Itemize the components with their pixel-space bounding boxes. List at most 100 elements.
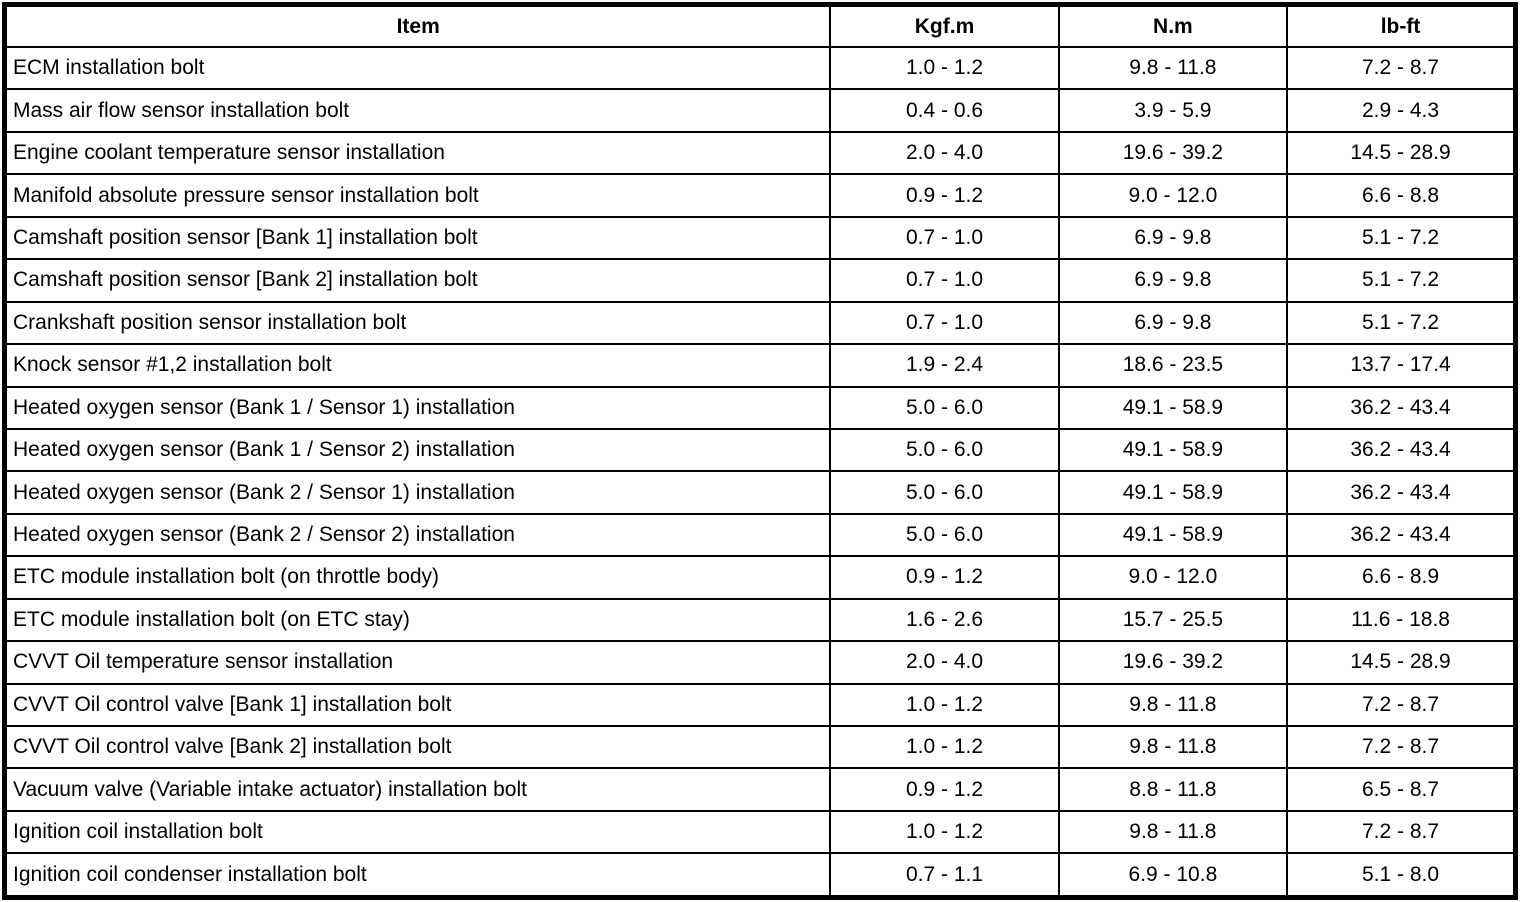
nm-cell: 9.8 - 11.8 xyxy=(1057,45,1289,91)
item-cell: ECM installation bolt xyxy=(3,45,832,91)
lbft-cell: 7.2 - 8.7 xyxy=(1286,809,1517,855)
column-header-kgfm: Kgf.m xyxy=(829,3,1060,48)
table-row: Engine coolant temperature sensor instal… xyxy=(3,130,1517,176)
table-row: CVVT Oil temperature sensor installation… xyxy=(3,640,1517,685)
table-row: Mass air flow sensor installation bolt 0.… xyxy=(3,88,1517,133)
item-cell: Camshaft position sensor [Bank 2] instal… xyxy=(3,258,832,303)
lbft-cell: 13.7 - 17.4 xyxy=(1286,343,1517,388)
lbft-cell: 6.6 - 8.9 xyxy=(1286,555,1517,600)
nm-cell: 9.0 - 12.0 xyxy=(1057,173,1289,218)
nm-cell: 19.6 - 39.2 xyxy=(1057,640,1289,685)
nm-cell: 49.1 - 58.9 xyxy=(1057,470,1289,515)
kgfm-cell: 1.9 - 2.4 xyxy=(829,343,1060,388)
nm-cell: 49.1 - 58.9 xyxy=(1057,512,1289,558)
lbft-cell: 7.2 - 8.7 xyxy=(1286,724,1517,770)
kgfm-cell: 1.0 - 1.2 xyxy=(829,809,1060,855)
lbft-cell: 6.6 - 8.8 xyxy=(1286,173,1517,218)
item-cell: Heated oxygen sensor (Bank 1 / Sensor 1)… xyxy=(3,385,832,430)
item-cell: CVVT Oil control valve [Bank 1] installa… xyxy=(3,682,832,728)
item-cell: Camshaft position sensor [Bank 1] instal… xyxy=(3,215,832,261)
column-header-lbft: lb-ft xyxy=(1286,3,1517,48)
table-row: Manifold absolute pressure sensor instal… xyxy=(3,173,1517,218)
lbft-cell: 36.2 - 43.4 xyxy=(1286,512,1517,558)
nm-cell: 9.8 - 11.8 xyxy=(1057,682,1289,728)
kgfm-cell: 0.9 - 1.2 xyxy=(829,767,1060,812)
item-cell: Manifold absolute pressure sensor instal… xyxy=(3,173,832,218)
table-row: ECM installation bolt 1.0 - 1.2 9.8 - 11.8… xyxy=(3,45,1517,91)
lbft-cell: 36.2 - 43.4 xyxy=(1286,427,1517,473)
item-cell: ETC module installation bolt (on ETC sta… xyxy=(3,597,832,643)
nm-cell: 19.6 - 39.2 xyxy=(1057,130,1289,176)
lbft-cell: 36.2 - 43.4 xyxy=(1286,470,1517,515)
nm-cell: 9.8 - 11.8 xyxy=(1057,724,1289,770)
nm-cell: 6.9 - 9.8 xyxy=(1057,258,1289,303)
lbft-cell: 7.2 - 8.7 xyxy=(1286,682,1517,728)
nm-cell: 9.0 - 12.0 xyxy=(1057,555,1289,600)
table-row: Heated oxygen sensor (Bank 1 / Sensor 1)… xyxy=(3,385,1517,430)
table-row: Vacuum valve (Variable intake actuator) … xyxy=(3,767,1517,812)
lbft-cell: 5.1 - 7.2 xyxy=(1286,215,1517,261)
kgfm-cell: 0.4 - 0.6 xyxy=(829,88,1060,133)
lbft-cell: 5.1 - 8.0 xyxy=(1286,852,1517,899)
item-cell: CVVT Oil temperature sensor installation xyxy=(3,640,832,685)
column-header-nm: N.m xyxy=(1057,3,1289,48)
nm-cell: 6.9 - 9.8 xyxy=(1057,300,1289,346)
item-cell: Engine coolant temperature sensor instal… xyxy=(3,130,832,176)
table-row: Ignition coil installation bolt 1.0 - 1.2… xyxy=(3,809,1517,855)
item-cell: Knock sensor #1,2 installation bolt xyxy=(3,343,832,388)
table-row: Camshaft position sensor [Bank 1] instal… xyxy=(3,215,1517,261)
kgfm-cell: 0.7 - 1.0 xyxy=(829,258,1060,303)
kgfm-cell: 0.9 - 1.2 xyxy=(829,173,1060,218)
nm-cell: 49.1 - 58.9 xyxy=(1057,427,1289,473)
lbft-cell: 5.1 - 7.2 xyxy=(1286,258,1517,303)
table-row: ETC module installation bolt (on throttl… xyxy=(3,555,1517,600)
item-cell: Ignition coil condenser installation bol… xyxy=(3,852,832,899)
kgfm-cell: 0.7 - 1.0 xyxy=(829,215,1060,261)
table-row: Crankshaft position sensor installation … xyxy=(3,300,1517,346)
table-row: Knock sensor #1,2 installation bolt 1.9 -… xyxy=(3,343,1517,388)
kgfm-cell: 0.7 - 1.1 xyxy=(829,852,1060,899)
header-row: Item Kgf.m N.m lb-ft xyxy=(3,3,1517,48)
nm-cell: 18.6 - 23.5 xyxy=(1057,343,1289,388)
item-cell: Heated oxygen sensor (Bank 1 / Sensor 2)… xyxy=(3,427,832,473)
nm-cell: 3.9 - 5.9 xyxy=(1057,88,1289,133)
lbft-cell: 14.5 - 28.9 xyxy=(1286,640,1517,685)
kgfm-cell: 1.0 - 1.2 xyxy=(829,682,1060,728)
table-row: Heated oxygen sensor (Bank 2 / Sensor 1)… xyxy=(3,470,1517,515)
table-row: Heated oxygen sensor (Bank 2 / Sensor 2)… xyxy=(3,512,1517,558)
table-row: ETC module installation bolt (on ETC sta… xyxy=(3,597,1517,643)
table-row: Ignition coil condenser installation bol… xyxy=(3,852,1517,899)
item-cell: Heated oxygen sensor (Bank 2 / Sensor 2)… xyxy=(3,512,832,558)
item-cell: Mass air flow sensor installation bolt xyxy=(3,88,832,133)
nm-cell: 8.8 - 11.8 xyxy=(1057,767,1289,812)
kgfm-cell: 5.0 - 6.0 xyxy=(829,470,1060,515)
kgfm-cell: 0.7 - 1.0 xyxy=(829,300,1060,346)
kgfm-cell: 2.0 - 4.0 xyxy=(829,130,1060,176)
lbft-cell: 14.5 - 28.9 xyxy=(1286,130,1517,176)
table-row: CVVT Oil control valve [Bank 1] installa… xyxy=(3,682,1517,728)
table-row: Camshaft position sensor [Bank 2] instal… xyxy=(3,258,1517,303)
kgfm-cell: 1.0 - 1.2 xyxy=(829,45,1060,91)
table-row: CVVT Oil control valve [Bank 2] installa… xyxy=(3,724,1517,770)
item-cell: Crankshaft position sensor installation … xyxy=(3,300,832,346)
kgfm-cell: 5.0 - 6.0 xyxy=(829,427,1060,473)
item-cell: Heated oxygen sensor (Bank 2 / Sensor 1)… xyxy=(3,470,832,515)
column-header-item: Item xyxy=(3,3,832,48)
item-cell: Ignition coil installation bolt xyxy=(3,809,832,855)
lbft-cell: 6.5 - 8.7 xyxy=(1286,767,1517,812)
kgfm-cell: 0.9 - 1.2 xyxy=(829,555,1060,600)
kgfm-cell: 5.0 - 6.0 xyxy=(829,512,1060,558)
nm-cell: 9.8 - 11.8 xyxy=(1057,809,1289,855)
table-body: ECM installation bolt 1.0 - 1.2 9.8 - 11.8… xyxy=(3,45,1517,899)
kgfm-cell: 5.0 - 6.0 xyxy=(829,385,1060,430)
item-cell: ETC module installation bolt (on throttl… xyxy=(3,555,832,600)
kgfm-cell: 2.0 - 4.0 xyxy=(829,640,1060,685)
item-cell: Vacuum valve (Variable intake actuator) … xyxy=(3,767,832,812)
item-cell: CVVT Oil control valve [Bank 2] installa… xyxy=(3,724,832,770)
kgfm-cell: 1.0 - 1.2 xyxy=(829,724,1060,770)
nm-cell: 49.1 - 58.9 xyxy=(1057,385,1289,430)
kgfm-cell: 1.6 - 2.6 xyxy=(829,597,1060,643)
nm-cell: 6.9 - 10.8 xyxy=(1057,852,1289,899)
